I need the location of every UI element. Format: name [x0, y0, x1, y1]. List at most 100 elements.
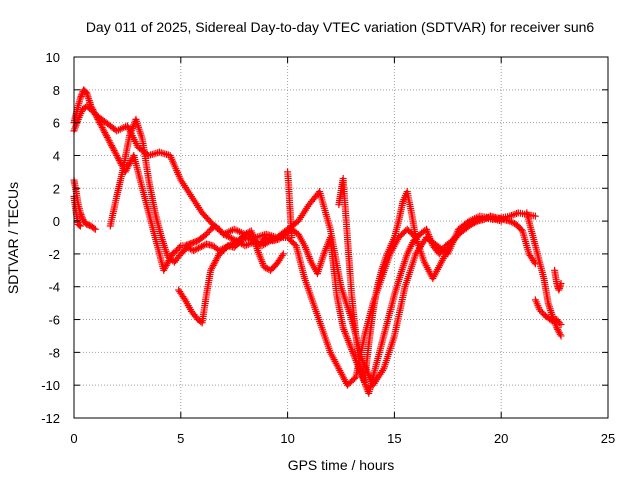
series-trace-e	[106, 115, 287, 274]
data-point	[102, 130, 110, 138]
data-point	[163, 260, 171, 268]
x-axis-ticks: 0 5 10 15 20 25	[70, 57, 615, 446]
series-trace-i	[523, 209, 565, 340]
data-point	[191, 246, 199, 254]
series-trace-h	[335, 174, 420, 386]
data-point	[509, 219, 517, 227]
data-point	[105, 137, 113, 145]
data-point	[554, 325, 562, 333]
series-trace-j	[531, 296, 565, 328]
y-tick-label: 10	[46, 50, 60, 65]
data-point	[108, 142, 116, 150]
y-tick-label: -12	[41, 411, 60, 426]
data-point	[193, 245, 201, 253]
data-point	[125, 161, 133, 169]
data-point	[97, 122, 105, 130]
data-point	[214, 253, 222, 261]
x-tick-label: 15	[387, 431, 401, 446]
x-tick-label: 10	[280, 431, 294, 446]
y-tick-label: 0	[53, 214, 60, 229]
data-point	[76, 222, 84, 230]
data-point	[483, 214, 491, 222]
data-point	[108, 143, 116, 151]
data-point	[180, 294, 188, 302]
data-point	[243, 234, 251, 241]
data-point	[196, 243, 204, 251]
data-point	[114, 155, 122, 163]
data-point	[262, 264, 270, 272]
data-point	[175, 243, 183, 251]
data-point	[112, 150, 120, 158]
data-point	[103, 133, 111, 141]
data-point	[209, 261, 217, 269]
data-point	[511, 210, 519, 218]
data-point	[78, 214, 86, 222]
data-point	[190, 247, 198, 255]
y-tick-label: 4	[53, 148, 60, 163]
y-axis-label: SDTVAR / TECUs	[5, 182, 21, 294]
data-point	[211, 258, 219, 266]
data-point	[244, 240, 252, 248]
data-point	[557, 320, 565, 328]
data-point	[279, 250, 287, 258]
x-tick-label: 5	[177, 431, 184, 446]
data-point	[480, 215, 488, 223]
x-axis-label: GPS time / hours	[288, 457, 395, 473]
data-point	[208, 263, 216, 271]
data-point	[288, 234, 296, 241]
data-point	[509, 211, 517, 219]
data-point	[199, 242, 207, 250]
data-point	[162, 261, 170, 269]
data-point	[556, 319, 564, 327]
series-trace-g	[284, 168, 296, 241]
data-point	[114, 153, 122, 161]
data-point	[106, 138, 114, 146]
data-point	[109, 145, 117, 153]
data-point	[76, 94, 84, 102]
y-axis-ticks: 10 8 6 4 2 0 -2 -4 -6 -8 -10 -12	[41, 50, 608, 426]
data-point	[111, 148, 119, 156]
data-point	[249, 237, 257, 245]
data-point	[183, 243, 191, 251]
data-point	[77, 92, 85, 100]
series-trace-k	[551, 266, 565, 294]
data-point	[194, 244, 202, 252]
data-point	[265, 235, 273, 243]
data-point	[210, 260, 218, 268]
data-point	[245, 234, 253, 242]
data-point	[96, 120, 104, 128]
data-point	[237, 237, 245, 245]
data-point	[472, 218, 480, 226]
y-tick-label: -6	[48, 313, 60, 328]
data-point	[240, 235, 248, 243]
series-trace-d	[70, 192, 84, 230]
data-point	[506, 217, 514, 225]
data-point	[264, 234, 272, 242]
data-point	[471, 219, 478, 227]
data-point	[238, 236, 246, 244]
data-point	[278, 252, 286, 260]
data-point	[113, 151, 121, 159]
data-points	[70, 86, 565, 397]
data-point	[99, 125, 107, 133]
data-point	[107, 140, 115, 148]
data-point	[101, 128, 109, 136]
data-point	[469, 220, 477, 228]
data-point	[241, 242, 249, 250]
y-tick-label: -8	[48, 345, 60, 360]
y-tick-label: 2	[53, 181, 60, 196]
data-point	[207, 266, 215, 274]
data-point	[213, 255, 221, 263]
data-point	[126, 160, 134, 168]
data-point	[507, 212, 515, 220]
data-point	[554, 327, 562, 335]
data-point	[75, 221, 83, 229]
y-tick-label: -4	[48, 280, 60, 295]
data-point	[90, 224, 98, 232]
data-point	[185, 244, 193, 252]
data-point	[161, 263, 169, 271]
x-tick-label: 20	[494, 431, 508, 446]
data-point	[482, 215, 490, 223]
data-point	[91, 225, 99, 233]
data-point	[198, 243, 206, 251]
